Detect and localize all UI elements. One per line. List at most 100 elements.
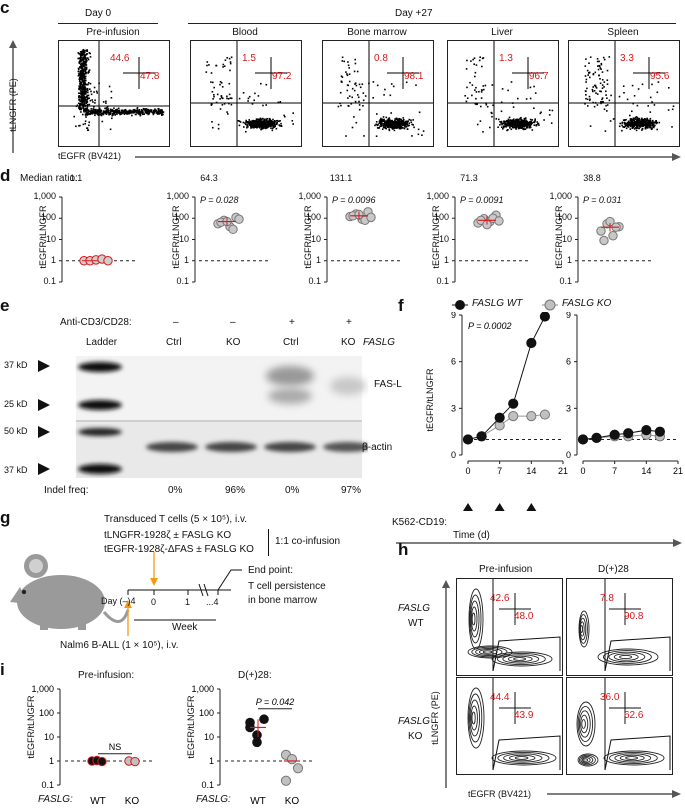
time-label: Time (d): [453, 530, 490, 541]
f-point-ko: [508, 411, 519, 422]
i-faslg-2: FASLG:: [196, 794, 231, 805]
p-value: P = 0.0091: [460, 195, 504, 205]
d-ytick: 0.1: [43, 276, 56, 286]
flow-lr-value: 96.7: [529, 71, 549, 82]
contour-svg: [467, 579, 561, 672]
contour-ring: [608, 651, 646, 663]
f-point-wt: [591, 432, 602, 443]
i-point-ko: [280, 775, 292, 786]
d-ytick: 100: [305, 212, 321, 223]
gate-polygon: [604, 735, 671, 771]
d-ytick: 0.1: [436, 276, 449, 286]
d-ytick: 1: [50, 254, 56, 265]
g-day: Day (–)4: [101, 596, 136, 606]
faslg-label: FASLG: [363, 337, 396, 348]
panel-d-letter: d: [0, 166, 11, 185]
median-value: 38.8: [583, 173, 601, 183]
panel-c-yaxis: [6, 40, 20, 155]
f-ytick-label: 0: [451, 450, 456, 460]
flow-plot: [58, 40, 170, 147]
i-point-wt: [252, 737, 262, 748]
indel-label: Indel freq:: [44, 485, 89, 496]
f-ytick-label: 0: [566, 450, 571, 460]
contour-ring: [614, 753, 652, 763]
flow-ul-value: 44.6: [110, 53, 130, 64]
panel-c-xaxis: [133, 150, 683, 162]
d-ytick: 1: [183, 254, 189, 265]
h-row2b: KO: [408, 731, 423, 742]
g-tick-1: 1: [185, 597, 191, 607]
median-value: 71.3: [460, 173, 478, 183]
d-ytick: 1,000: [166, 191, 189, 201]
contour-ring: [608, 751, 658, 765]
flow-title: Liver: [491, 27, 513, 38]
f-point-wt: [609, 429, 620, 440]
g-line3: tEGFR-1928ζ-ΔFAS ± FASLG KO: [104, 544, 254, 555]
sign-1: –: [173, 317, 179, 328]
f-point-ko: [526, 411, 537, 422]
contour-ring: [603, 750, 665, 766]
f-point-ko: [539, 409, 551, 420]
flow-dots: [337, 56, 425, 137]
flow-ul-value: 1.3: [499, 53, 513, 64]
p-value: P = 0.028: [200, 195, 239, 205]
i-point-wt: [252, 730, 262, 740]
flow-title: Spleen: [607, 27, 639, 38]
flow-lr-value: 47.8: [140, 71, 160, 82]
contour-svg: [467, 678, 561, 771]
gate-polygon: [492, 735, 561, 771]
f-ytick-label: 6: [451, 357, 456, 367]
contour-ring: [470, 600, 480, 638]
i-ytick-label: 0.1: [201, 780, 214, 790]
contour-ring: [602, 650, 652, 664]
contour-plot: [566, 677, 673, 775]
d-point: [599, 235, 609, 246]
contour-ring: [468, 693, 483, 743]
marker-37kd-top: 37 kD: [4, 360, 28, 370]
f-point-wt: [526, 337, 537, 349]
contour-ring: [578, 754, 596, 766]
f-ytick-label: 3: [451, 403, 456, 413]
contour-lr-value: 62.6: [624, 710, 644, 721]
contour-ring: [581, 757, 591, 763]
flow-svg: [59, 41, 169, 146]
k562-label: K562-CD19:: [392, 517, 448, 528]
contour-ring: [471, 646, 508, 658]
d-point: [228, 224, 238, 235]
i-ytick-label: 1,000: [31, 684, 54, 694]
panel-i-letter: i: [0, 660, 5, 679]
contour-ring: [507, 655, 533, 663]
contour-ul-value: 42.6: [490, 593, 510, 604]
flow-title: Pre-infusion: [86, 27, 140, 38]
f-pvalue: P = 0.0002: [468, 321, 511, 331]
g-tick-0: 0: [151, 597, 157, 607]
time-axis-arrow: [396, 539, 682, 547]
contour-plot: [456, 677, 563, 775]
flow-plot: [447, 40, 559, 147]
flow-svg: [191, 41, 301, 146]
lane-ko-2: KO: [341, 337, 356, 348]
contour-ring: [478, 649, 498, 655]
indel-2: 96%: [225, 485, 246, 496]
i-title1: Pre-infusion:: [78, 670, 135, 681]
d-ytick: 100: [40, 212, 56, 223]
median-value: 1.1: [69, 173, 83, 183]
f-xtick-label: 0: [465, 466, 470, 476]
sign-4: +: [346, 317, 352, 328]
d-plot-svg: [575, 196, 652, 283]
contour-plot: [566, 578, 673, 676]
contour-ring: [576, 701, 596, 747]
f-point-wt: [508, 398, 519, 409]
contour-ring: [475, 647, 503, 657]
i-xlabel-ko: KO: [125, 796, 140, 807]
contour-svg: [578, 579, 671, 672]
contour-lr-value: 48.0: [514, 611, 534, 622]
contour-ring: [467, 687, 485, 749]
f-xtick-label: 7: [612, 466, 617, 476]
i-point-ko: [130, 756, 140, 767]
f-point-wt: [539, 312, 551, 322]
i-ytick-label: 0.1: [41, 780, 54, 790]
f-xtick-label: 0: [580, 466, 585, 476]
panel-g-letter: g: [0, 508, 11, 527]
